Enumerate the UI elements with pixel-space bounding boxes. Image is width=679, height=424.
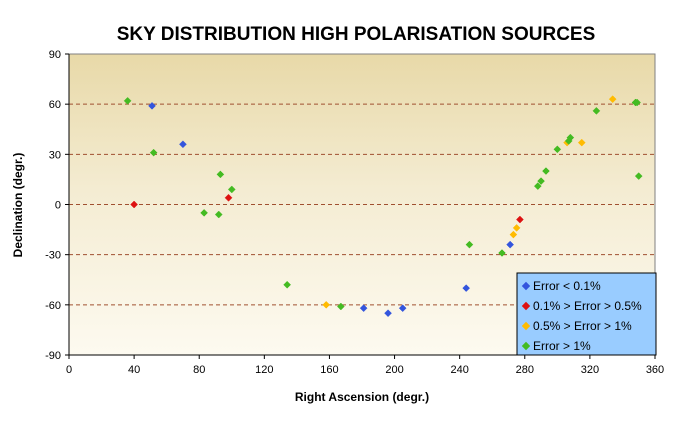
data-point-series-2 (130, 200, 138, 209)
data-point-series-4 (553, 145, 562, 154)
chart-title: SKY DISTRIBUTION HIGH POLARISATION SOURC… (117, 24, 596, 45)
data-point-series-4 (566, 133, 575, 142)
legend-entry-2: 0.1% > Error > 0.5% (533, 299, 642, 313)
x-tick-labels: 0 40 80 120 160 200 240 280 320 360 (66, 364, 664, 376)
data-point-series-3 (509, 230, 518, 239)
data-point-series-4 (542, 167, 550, 175)
data-point-series-4 (533, 182, 542, 190)
x-axis-label: Right Ascension (degr.) (295, 390, 429, 404)
y-tick-label: 0 (55, 200, 61, 212)
data-point-series-4 (537, 177, 545, 185)
legend-entry-3: 0.5% > Error > 1% (533, 319, 632, 333)
legend-entry-1: Error < 0.1% (533, 279, 601, 293)
y-tick-labels: -90 -60 -30 0 30 60 90 (45, 49, 61, 362)
legend: Error < 0.1% 0.1% > Error > 0.5% 0.5% > Er… (516, 272, 657, 356)
legend-box (516, 272, 657, 356)
legend-entry-4: Error > 1% (533, 339, 591, 353)
x-tick-label: 120 (255, 364, 273, 376)
x-tick-label: 320 (581, 364, 599, 376)
x-tick-label: 80 (193, 364, 205, 376)
x-tick-label: 200 (385, 364, 403, 376)
y-tick-label: 60 (49, 99, 61, 111)
data-point-series-4 (216, 170, 225, 179)
y-axis-label: Declination (degr.) (11, 153, 25, 258)
x-tick-label: 360 (646, 364, 664, 376)
legend-marker-1 (521, 281, 531, 291)
data-points (123, 95, 643, 318)
data-point-series-2 (224, 193, 233, 202)
data-point-series-4 (200, 209, 208, 217)
data-point-series-4 (149, 148, 158, 157)
data-point-series-3 (322, 300, 331, 309)
x-tick-label: 40 (128, 364, 140, 376)
y-tick-label: -30 (45, 250, 61, 262)
data-point-series-3 (512, 224, 521, 232)
legend-marker-4 (521, 341, 531, 351)
data-point-series-4 (634, 172, 643, 180)
data-point-series-2 (516, 215, 524, 224)
data-point-series-4 (336, 302, 345, 311)
data-point-series-1 (398, 304, 407, 313)
data-point-series-1 (384, 309, 392, 318)
legend-marker-3 (521, 321, 531, 331)
data-point-series-4 (123, 96, 132, 105)
data-point-series-1 (179, 140, 187, 149)
data-point-series-3 (608, 95, 617, 104)
x-tick-label: 240 (450, 364, 468, 376)
y-tick-label: 90 (49, 49, 61, 61)
y-tick-label: -90 (45, 350, 61, 362)
data-point-series-4 (498, 249, 506, 257)
data-point-series-4 (465, 240, 474, 249)
data-point-series-4 (227, 185, 236, 194)
x-tick-label: 160 (320, 364, 338, 376)
data-point-series-1 (359, 304, 368, 313)
data-point-series-4 (283, 280, 291, 289)
x-tick-label: 0 (66, 364, 72, 376)
data-point-series-1 (506, 240, 514, 249)
data-point-series-4 (592, 107, 601, 115)
y-tick-label: -60 (45, 300, 61, 312)
data-point-series-1 (462, 284, 471, 292)
x-tick-label: 280 (516, 364, 534, 376)
y-tick-label: 30 (49, 149, 61, 161)
data-point-series-1 (148, 101, 156, 110)
data-point-series-4 (214, 210, 223, 219)
data-point-series-3 (577, 138, 586, 147)
data-point-series-4 (633, 98, 641, 107)
legend-marker-2 (521, 301, 531, 311)
